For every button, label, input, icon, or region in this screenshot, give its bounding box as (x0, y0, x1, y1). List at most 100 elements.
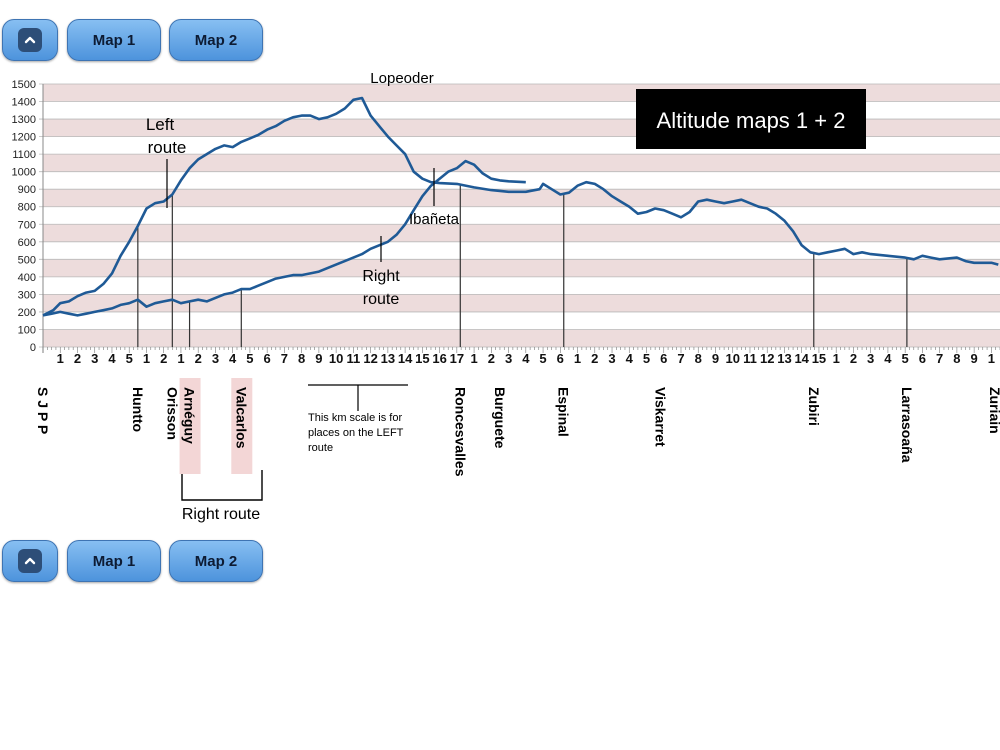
km-tick-label: 1 (574, 351, 581, 366)
y-tick-label: 1100 (12, 149, 36, 161)
altitude-chart: 0 100 200 300 400 500 600 700 800 900 1000 1100 1200… (12, 70, 1000, 523)
km-tick-label: 8 (298, 351, 305, 366)
place-label: Roncesvalles (452, 387, 468, 477)
km-tick-label: 9 (315, 351, 322, 366)
place-label: Zubiri (806, 387, 822, 426)
km-tick-label: 6 (919, 351, 926, 366)
y-tick-label: 1000 (12, 167, 36, 179)
y-axis: 0 100 200 300 400 500 600 700 800 900 1000 1100 1200… (12, 79, 1000, 354)
left-route-line (42, 96, 999, 317)
annotation-lopeoder: Lopeoder (370, 70, 433, 87)
km-tick-label: 10 (725, 351, 739, 366)
km-tick-label: 4 (229, 351, 237, 366)
chart-title-box: Altitude maps 1 + 2 (636, 89, 866, 149)
km-tick-label: 3 (212, 351, 219, 366)
km-tick-label: 12 (363, 351, 377, 366)
map2-button[interactable]: Map 2 (169, 540, 263, 582)
right-route-bracket (181, 470, 263, 501)
km-tick-label: 1 (177, 351, 184, 366)
band (43, 154, 1000, 172)
km-tick-label: 4 (884, 351, 892, 366)
place-labels: S J P P Huntto Orisson Arnéguy Valcarlos Ronc… (35, 378, 1000, 477)
y-tick-label: 200 (18, 307, 36, 319)
km-tick-label: 5 (643, 351, 650, 366)
place-label: Orisson (164, 387, 180, 440)
km-tick-label: 9 (712, 351, 719, 366)
km-tick-label: 6 (660, 351, 667, 366)
y-tick-label: 300 (18, 289, 36, 301)
km-tick-label: 14 (398, 351, 413, 366)
km-tick-label: 11 (743, 351, 757, 366)
km-tick-label: 16 (432, 351, 446, 366)
band (43, 259, 1000, 277)
km-tick-label: 8 (695, 351, 702, 366)
km-tick-label: 5 (126, 351, 133, 366)
chart-annotations: Lopeoder Left route Ibañeta Right route This k… (146, 70, 460, 523)
km-tick-label: 2 (591, 351, 598, 366)
place-markers (137, 184, 908, 347)
km-scale-note: route (308, 442, 333, 454)
annotation-left-route-2: route (148, 138, 187, 157)
annotation-left-route-1: Left (146, 115, 175, 134)
km-tick-label: 8 (953, 351, 960, 366)
km-tick-label: 13 (381, 351, 395, 366)
km-tick-label: 2 (160, 351, 167, 366)
place-label: Arnéguy (182, 387, 198, 444)
km-scale-note: places on the LEFT (308, 427, 404, 439)
km-tick-label: 7 (281, 351, 288, 366)
km-tick-label: 3 (867, 351, 874, 366)
km-tick-label: 2 (195, 351, 202, 366)
km-tick-label: 15 (415, 351, 429, 366)
km-tick-label: 13 (777, 351, 791, 366)
band (43, 189, 1000, 207)
km-tick-label: 1 (988, 351, 995, 366)
y-tick-label: 1200 (12, 132, 36, 144)
place-highlight (179, 378, 201, 474)
place-label: S J P P (35, 387, 51, 434)
km-tick-label: 3 (505, 351, 512, 366)
band (43, 329, 1000, 347)
km-tick-label: 12 (760, 351, 774, 366)
km-tick-label: 17 (450, 351, 464, 366)
km-tick-label: 4 (108, 351, 116, 366)
km-tick-label: 3 (608, 351, 615, 366)
km-tick-label: 10 (329, 351, 343, 366)
km-tick-label: 5 (902, 351, 909, 366)
km-tick-label: 9 (971, 351, 978, 366)
place-label: Espinal (556, 387, 572, 437)
series-lines (42, 96, 999, 317)
km-tick-label: 5 (246, 351, 253, 366)
place-label: Larrasoaña (899, 387, 915, 463)
scroll-up-button[interactable] (2, 19, 58, 61)
band (43, 294, 1000, 312)
km-tick-label: 7 (677, 351, 684, 366)
km-tick-label: 2 (74, 351, 81, 366)
km-scale-note: This km scale is for (308, 412, 402, 424)
top-navbar: Map 1 Map 2 (0, 16, 1000, 68)
km-tick-label: 14 (794, 351, 809, 366)
y-tick-label: 600 (18, 237, 36, 249)
map2-button[interactable]: Map 2 (169, 19, 263, 61)
km-axis: 1 2 3 4 5 1 2 1 2 3 4 5 6 7 8 9 10 11 12 13 14 15 16 17 1 2 3 4 5 6 1 2… (42, 347, 1000, 366)
km-tick-label: 7 (936, 351, 943, 366)
y-tick-label: 1500 (12, 79, 36, 91)
place-label: Burguete (492, 387, 508, 449)
km-tick-label: 1 (470, 351, 477, 366)
right-route-line (42, 159, 526, 317)
annotation-right-route-2: route (363, 291, 400, 308)
map1-button[interactable]: Map 1 (67, 19, 161, 61)
map1-button[interactable]: Map 1 (67, 540, 161, 582)
km-tick-label: 1 (143, 351, 150, 366)
annotation-right-route-1: Right (362, 268, 400, 285)
km-tick-label: 5 (539, 351, 546, 366)
place-label: Valcarlos (233, 387, 249, 449)
annotation-right-route-bracket: Right route (182, 506, 260, 523)
km-tick-label: 4 (522, 351, 530, 366)
km-tick-label: 6 (264, 351, 271, 366)
band (43, 224, 1000, 242)
scroll-up-button[interactable] (2, 540, 58, 582)
y-tick-label: 500 (18, 254, 36, 266)
y-tick-label: 800 (18, 202, 36, 214)
km-tick-label: 2 (850, 351, 857, 366)
bottom-navbar: Map 1 Map 2 (0, 537, 1000, 589)
